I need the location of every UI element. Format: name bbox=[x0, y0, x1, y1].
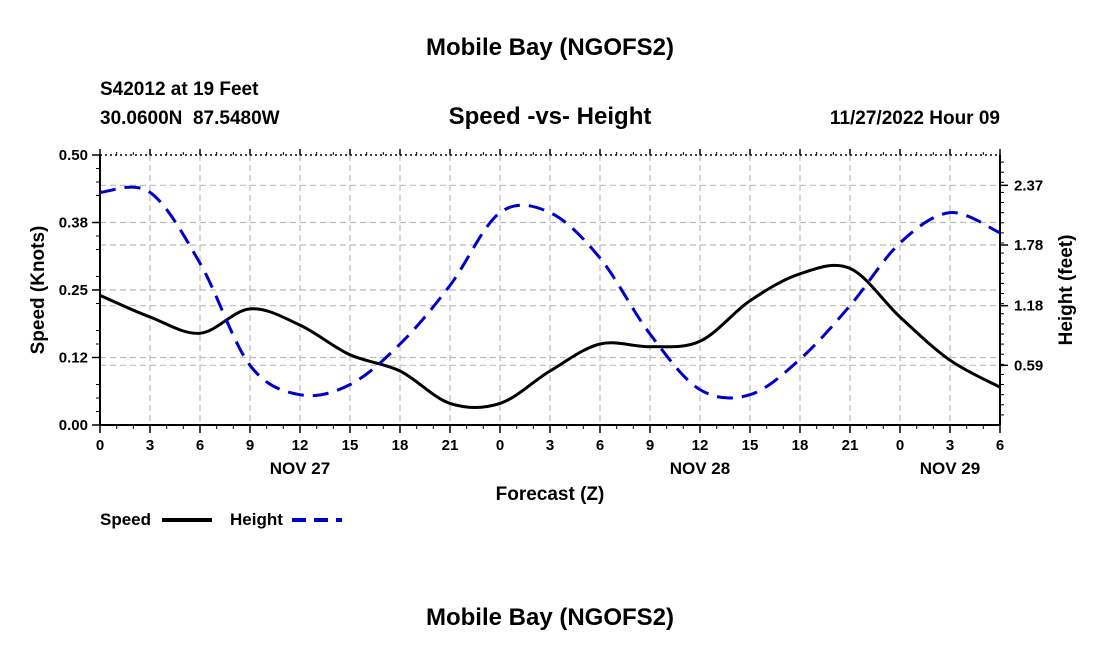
x-tick-label: 15 bbox=[342, 437, 359, 454]
date-label: NOV 29 bbox=[920, 459, 980, 478]
x-tick-label: 15 bbox=[742, 437, 759, 454]
x-tick-label: 6 bbox=[596, 437, 604, 454]
station-label: S42012 at 19 Feet bbox=[100, 79, 259, 100]
datetime-label: 11/27/2022 Hour 09 bbox=[830, 108, 1000, 129]
x-tick-label: 0 bbox=[96, 437, 104, 454]
x-tick-label: 18 bbox=[392, 437, 409, 454]
x-tick-label: 6 bbox=[196, 437, 204, 454]
date-label: NOV 28 bbox=[670, 459, 730, 478]
x-tick-label: 0 bbox=[896, 437, 904, 454]
y-left-tick-label: 0.00 bbox=[59, 417, 88, 434]
page-title-top: Mobile Bay (NGOFS2) bbox=[426, 34, 674, 61]
x-tick-label: 18 bbox=[792, 437, 809, 454]
x-tick-label: 9 bbox=[246, 437, 254, 454]
x-tick-label: 6 bbox=[996, 437, 1004, 454]
date-label: NOV 27 bbox=[270, 459, 330, 478]
series-lines bbox=[99, 185, 1001, 409]
x-tick-label: 12 bbox=[692, 437, 709, 454]
x-tick-label: 3 bbox=[146, 437, 154, 454]
y-right-tick-label: 1.78 bbox=[1014, 237, 1043, 254]
y-left-tick-label: 0.50 bbox=[59, 147, 88, 164]
x-tick-label: 9 bbox=[646, 437, 654, 454]
x-tick-label: 21 bbox=[842, 437, 859, 454]
tick-marks bbox=[92, 149, 1008, 433]
y-right-tick-label: 1.18 bbox=[1014, 298, 1043, 315]
series-line-height bbox=[99, 185, 1001, 400]
y-left-tick-label: 0.38 bbox=[59, 215, 88, 232]
y-left-tick-label: 0.12 bbox=[59, 350, 88, 367]
series-line-speed bbox=[99, 263, 1001, 409]
x-axis-label: Forecast (Z) bbox=[496, 484, 605, 505]
legend-speed-label: Speed bbox=[100, 510, 151, 529]
y-right-tick-label: 2.37 bbox=[1014, 177, 1043, 194]
y-axis-left-label: Speed (Knots) bbox=[28, 226, 49, 355]
grid-lines bbox=[100, 155, 1000, 425]
y-left-tick-label: 0.25 bbox=[59, 282, 88, 299]
tick-labels: 0 3 6 9 12 15 18 21 0 3 6 9 12 15 18 21 0 3 6 NOV 27 NOV 28 N… bbox=[59, 147, 1043, 478]
y-right-tick-label: 0.59 bbox=[1014, 357, 1043, 374]
legend-height-label: Height bbox=[230, 510, 283, 529]
x-tick-label: 0 bbox=[496, 437, 504, 454]
x-tick-label: 3 bbox=[546, 437, 554, 454]
y-axis-right-label: Height (feet) bbox=[1056, 235, 1077, 346]
x-tick-label: 21 bbox=[442, 437, 459, 454]
legend: Speed Height bbox=[100, 510, 342, 529]
x-tick-label: 12 bbox=[292, 437, 309, 454]
x-tick-label: 3 bbox=[946, 437, 954, 454]
coords-label: 30.0600N 87.5480W bbox=[100, 108, 280, 129]
page-title-bottom: Mobile Bay (NGOFS2) bbox=[426, 604, 674, 631]
chart-title: Speed -vs- Height bbox=[449, 103, 652, 130]
